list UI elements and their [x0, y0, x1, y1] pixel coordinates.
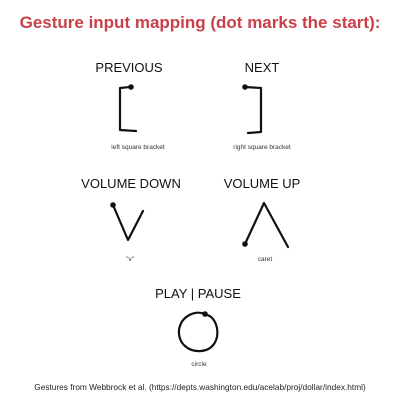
- circle-gesture-icon: [177, 311, 219, 353]
- right-square-bracket-icon: [242, 84, 263, 135]
- action-label-volume-up: VOLUME UP: [223, 176, 301, 191]
- action-label-play-pause: PLAY | PAUSE: [155, 286, 241, 301]
- caret-gesture-icon: [242, 201, 290, 249]
- page-title: Gesture input mapping (dot marks the sta…: [19, 13, 381, 32]
- gesture-caption-play-pause: circle: [191, 361, 207, 368]
- gesture-caption-previous: left square bracket: [111, 144, 165, 151]
- left-square-bracket-icon: [118, 84, 138, 133]
- action-label-next: NEXT: [244, 60, 280, 75]
- action-label-volume-down: VOLUME DOWN: [81, 176, 181, 191]
- gesture-caption-volume-up: caret: [257, 256, 273, 263]
- gesture-caption-volume-down: "v": [126, 256, 134, 263]
- action-label-previous: PREVIOUS: [95, 60, 163, 75]
- v-gesture-icon: [110, 202, 145, 242]
- source-footer: Gestures from Webbrock et al. (https://d…: [34, 382, 366, 392]
- gesture-caption-next: right square bracket: [233, 144, 291, 151]
